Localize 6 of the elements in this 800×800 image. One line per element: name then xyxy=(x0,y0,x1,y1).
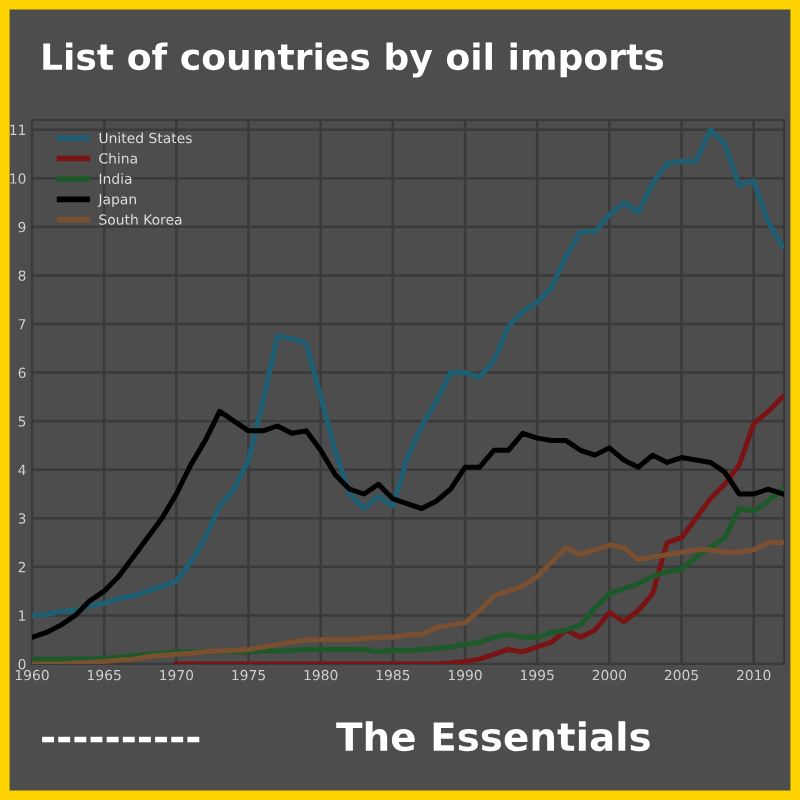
line-series xyxy=(32,127,784,618)
line-series xyxy=(173,394,784,664)
text: The Essentials xyxy=(336,721,650,752)
text: ---------- xyxy=(42,736,200,743)
line-series xyxy=(32,408,784,640)
text: List of countries by oil imports xyxy=(43,42,664,78)
